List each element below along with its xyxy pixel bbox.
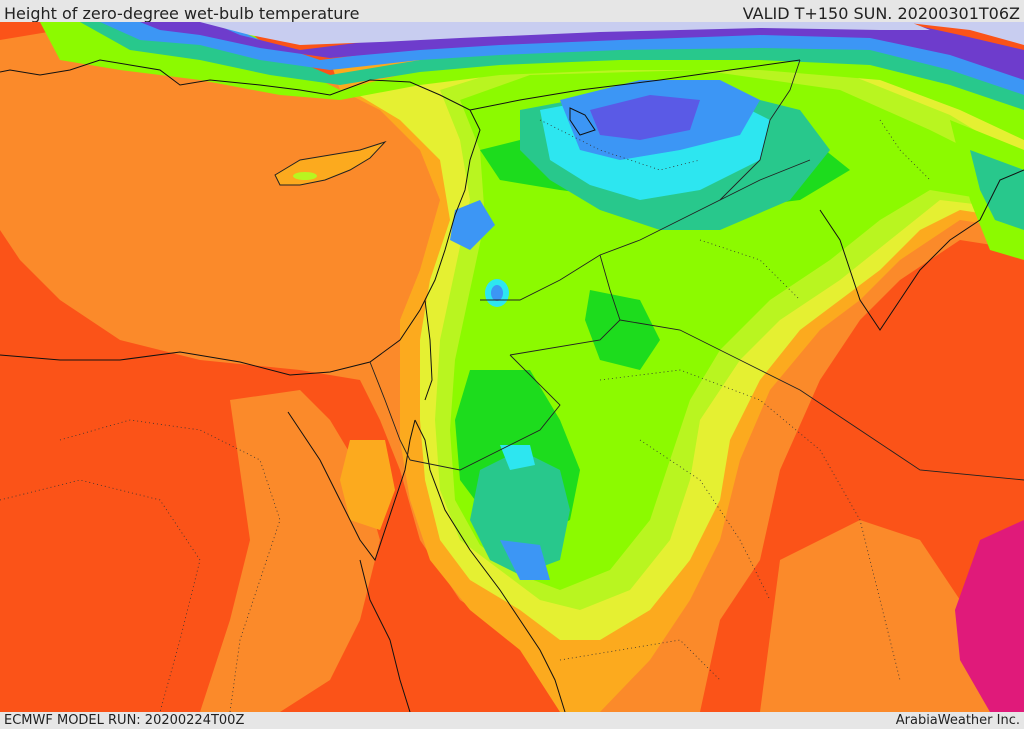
map-header: Height of zero-degree wet-bulb temperatu… xyxy=(0,0,1024,23)
map-footer: ECMWF MODEL RUN: 20200224T00Z ArabiaWeat… xyxy=(0,712,1024,729)
field-magenta xyxy=(955,520,1024,712)
field-lavender-ne xyxy=(900,22,1024,45)
map-title: Height of zero-degree wet-bulb temperatu… xyxy=(4,4,360,23)
field-cyan-saudi xyxy=(500,445,535,470)
field-teal-saudi xyxy=(470,450,570,575)
map-canvas xyxy=(0,22,1024,712)
field-dark-green-jordan xyxy=(585,290,660,370)
field-anatolia-purple xyxy=(140,22,1024,80)
field-blue-spot xyxy=(491,285,503,301)
field-blue-sinai xyxy=(500,540,550,580)
valid-time: VALID T+150 SUN. 20200301T06Z xyxy=(742,4,1020,23)
cyprus-green xyxy=(293,172,317,180)
field-orange-east xyxy=(760,520,1000,712)
field-gulf-teal xyxy=(970,150,1024,230)
coastlines xyxy=(0,59,1024,712)
field-orange-egypt xyxy=(200,390,380,712)
weather-map[interactable] xyxy=(0,22,1024,712)
field-anatolia-blue xyxy=(100,22,1024,95)
brand-credit: ArabiaWeather Inc. xyxy=(895,713,1020,728)
field-blue-lebanon xyxy=(450,200,495,250)
field-dark-blue xyxy=(590,95,700,140)
field-light-orange-sinai xyxy=(340,440,395,530)
province-boundaries xyxy=(0,119,931,712)
country-borders xyxy=(369,59,1024,481)
field-pale-lavender xyxy=(200,22,930,45)
model-run: ECMWF MODEL RUN: 20200224T00Z xyxy=(4,713,245,728)
